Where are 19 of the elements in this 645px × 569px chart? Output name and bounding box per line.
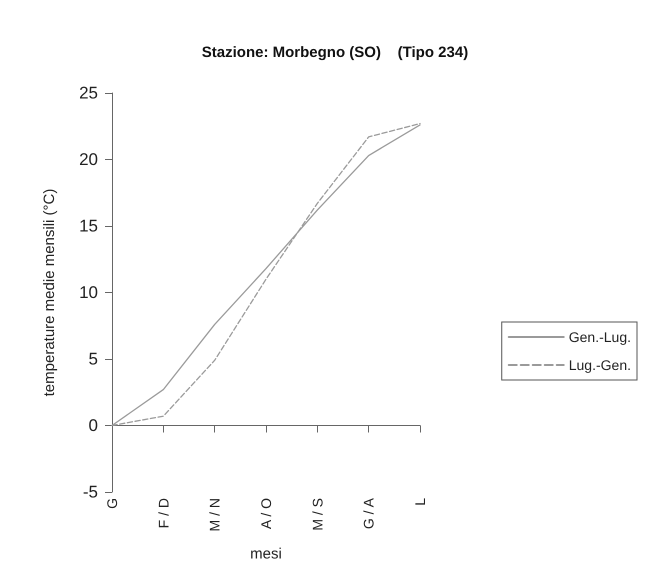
y-tick-label: 10: [79, 283, 98, 302]
x-tick-label: G: [104, 498, 120, 509]
legend-label: Lug.-Gen.: [568, 357, 632, 373]
x-axis-title: mesi: [250, 546, 282, 562]
y-tick-label: 15: [79, 216, 98, 236]
x-tick-label: A / O: [258, 498, 274, 530]
y-axis-title: temperature medie mensili (°C): [41, 188, 58, 396]
x-tick-label: G / A: [360, 497, 377, 530]
x-tick-label: M / N: [206, 498, 223, 532]
x-tick-label: F / D: [155, 498, 172, 528]
x-tick-label: L: [412, 498, 428, 506]
x-tick-label: M / S: [309, 498, 326, 531]
y-tick-label: -5: [82, 482, 98, 502]
y-tick-label: 5: [88, 350, 98, 368]
y-tick-label: 20: [79, 150, 98, 169]
chart-title: Stazione: Morbegno (SO) (Tipo 234): [202, 44, 468, 61]
y-tick-label: 0: [88, 416, 98, 435]
y-tick-label: 25: [79, 84, 98, 102]
legend-label: Gen.-Lug.: [568, 329, 632, 345]
